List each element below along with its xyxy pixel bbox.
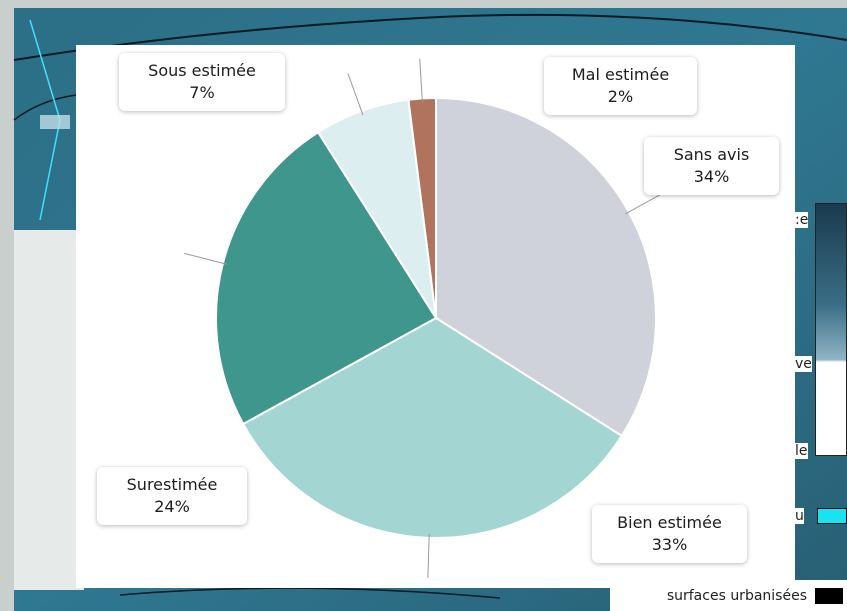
callout-label: Sans avis [673, 145, 750, 164]
callout-label: Bien estimée [617, 513, 722, 532]
callout-value: 24% [154, 497, 190, 516]
callout-value: 7% [189, 83, 215, 102]
legend-fragment-3: le [795, 443, 808, 459]
callout-mal-estimee: Mal estimée 2% [544, 57, 697, 115]
callout-sans-avis: Sans avis 34% [644, 137, 779, 195]
leader-line [347, 73, 364, 115]
legend-urban: surfaces urbanisées [610, 580, 847, 611]
callout-label: Mal estimée [571, 65, 670, 84]
callout-value: 2% [607, 87, 634, 106]
callout-surestimee: Surestimée 24% [97, 467, 247, 525]
legend-fragment-1: :e [795, 212, 809, 228]
leader-line [427, 533, 430, 578]
legend-water-swatch [817, 508, 847, 524]
legend-fragment-2: ve [795, 356, 812, 372]
legend-fragment-4: u [795, 508, 804, 524]
legend-color-ramp [815, 203, 847, 456]
callout-label: Sous estimée [148, 61, 256, 80]
legend-urban-swatch [815, 587, 843, 604]
leader-line [419, 58, 423, 103]
leader-line [625, 192, 665, 215]
pie-chart [184, 58, 665, 578]
callout-sous-estimee: Sous estimée 7% [119, 53, 285, 111]
callout-value: 34% [693, 167, 730, 186]
legend-urban-label: surfaces urbanisées [666, 587, 807, 604]
leader-line [184, 252, 227, 265]
callout-label: Surestimée [126, 475, 218, 494]
callout-bien-estimee: Bien estimée 33% [592, 505, 747, 563]
callout-value: 33% [651, 535, 688, 554]
